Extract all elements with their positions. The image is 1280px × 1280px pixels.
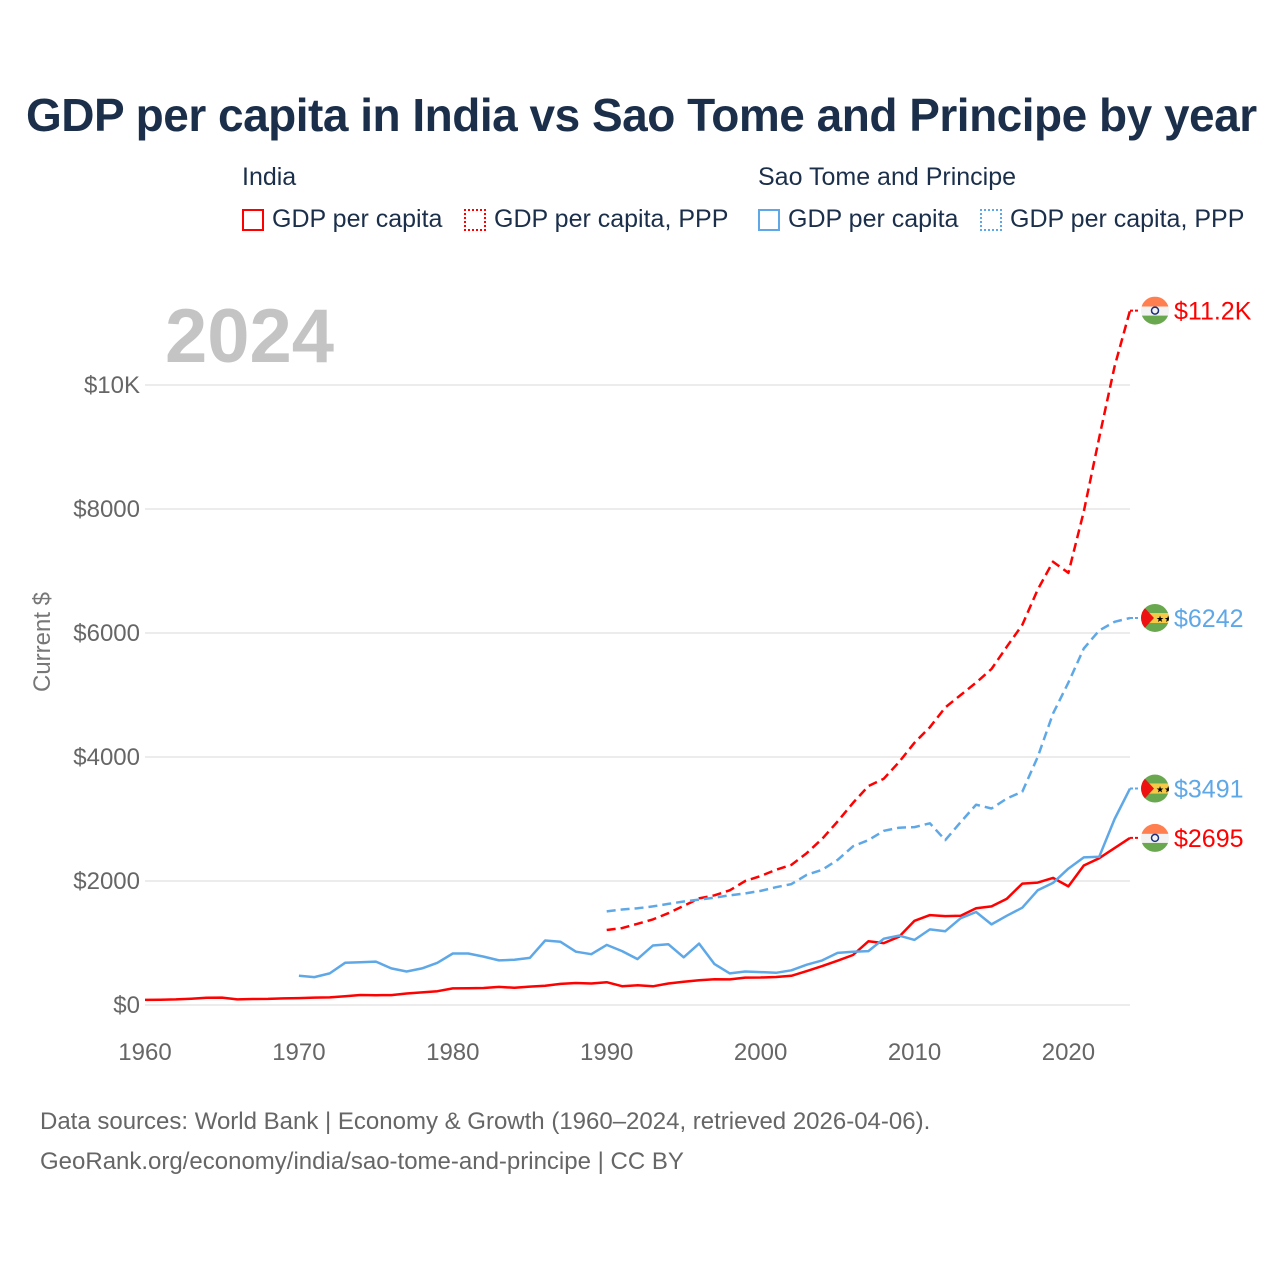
end-value-label: $6242 xyxy=(1174,605,1244,633)
sao-tome-flag-icon: ★★ xyxy=(1141,603,1172,632)
y-axis-label: Current $ xyxy=(29,592,56,692)
legend-swatch-solid xyxy=(242,208,264,231)
series-line-1 xyxy=(606,310,1132,932)
x-tick-label: 1960 xyxy=(118,1039,171,1066)
legend-stp-ppp[interactable]: GDP per capita, PPP xyxy=(980,205,1244,234)
y-tick-label: $6000 xyxy=(73,620,140,647)
year-watermark: 2024 xyxy=(165,294,334,379)
x-tick-label: 2000 xyxy=(734,1039,787,1066)
svg-text:★★: ★★ xyxy=(1156,785,1172,795)
series-line-3 xyxy=(606,616,1131,913)
x-tick-label: 2020 xyxy=(1042,1039,1095,1066)
y-tick-label: $0 xyxy=(113,992,140,1019)
end-value-label: $3491 xyxy=(1174,776,1244,804)
x-tick-label: 1970 xyxy=(272,1039,325,1066)
x-tick-label: 1980 xyxy=(426,1039,479,1066)
y-tick-label: $8000 xyxy=(73,496,140,523)
legend-stp-gdp[interactable]: GDP per capita xyxy=(758,205,958,234)
series-line-0 xyxy=(144,836,1131,1002)
footer-link[interactable]: GeoRank.org/economy/india/sao-tome-and-p… xyxy=(40,1148,684,1175)
legend-label: GDP per capita, PPP xyxy=(494,205,729,233)
y-tick-label: $4000 xyxy=(73,744,140,771)
india-flag-icon xyxy=(1141,296,1169,325)
svg-text:★★: ★★ xyxy=(1156,614,1172,624)
legend-swatch-solid xyxy=(758,208,780,231)
chart-title: GDP per capita in India vs Sao Tome and … xyxy=(26,89,1257,141)
legend-label: GDP per capita xyxy=(788,205,959,233)
legend-swatch-dotted xyxy=(980,208,1002,231)
legend-india-ppp[interactable]: GDP per capita, PPP xyxy=(464,205,728,234)
legend-group-stp: Sao Tome and Principe xyxy=(758,163,1017,191)
x-tick-label: 2010 xyxy=(888,1039,941,1066)
legend-swatch-dotted xyxy=(464,208,486,231)
footer-sources: Data sources: World Bank | Economy & Gro… xyxy=(40,1108,931,1135)
end-value-label: $11.2K xyxy=(1174,298,1252,326)
legend-india-gdp[interactable]: GDP per capita xyxy=(242,205,442,234)
end-value-label: $2695 xyxy=(1174,825,1244,853)
x-tick-label: 1990 xyxy=(580,1039,633,1066)
india-flag-icon xyxy=(1141,823,1169,852)
sao-tome-flag-icon: ★★ xyxy=(1141,774,1172,803)
series-line-2 xyxy=(298,788,1132,979)
legend-label: GDP per capita, PPP xyxy=(1010,205,1245,233)
legend-label: GDP per capita xyxy=(272,205,443,233)
y-tick-label: $10K xyxy=(84,372,140,399)
y-tick-label: $2000 xyxy=(73,868,140,895)
legend-group-india: India xyxy=(242,163,297,191)
